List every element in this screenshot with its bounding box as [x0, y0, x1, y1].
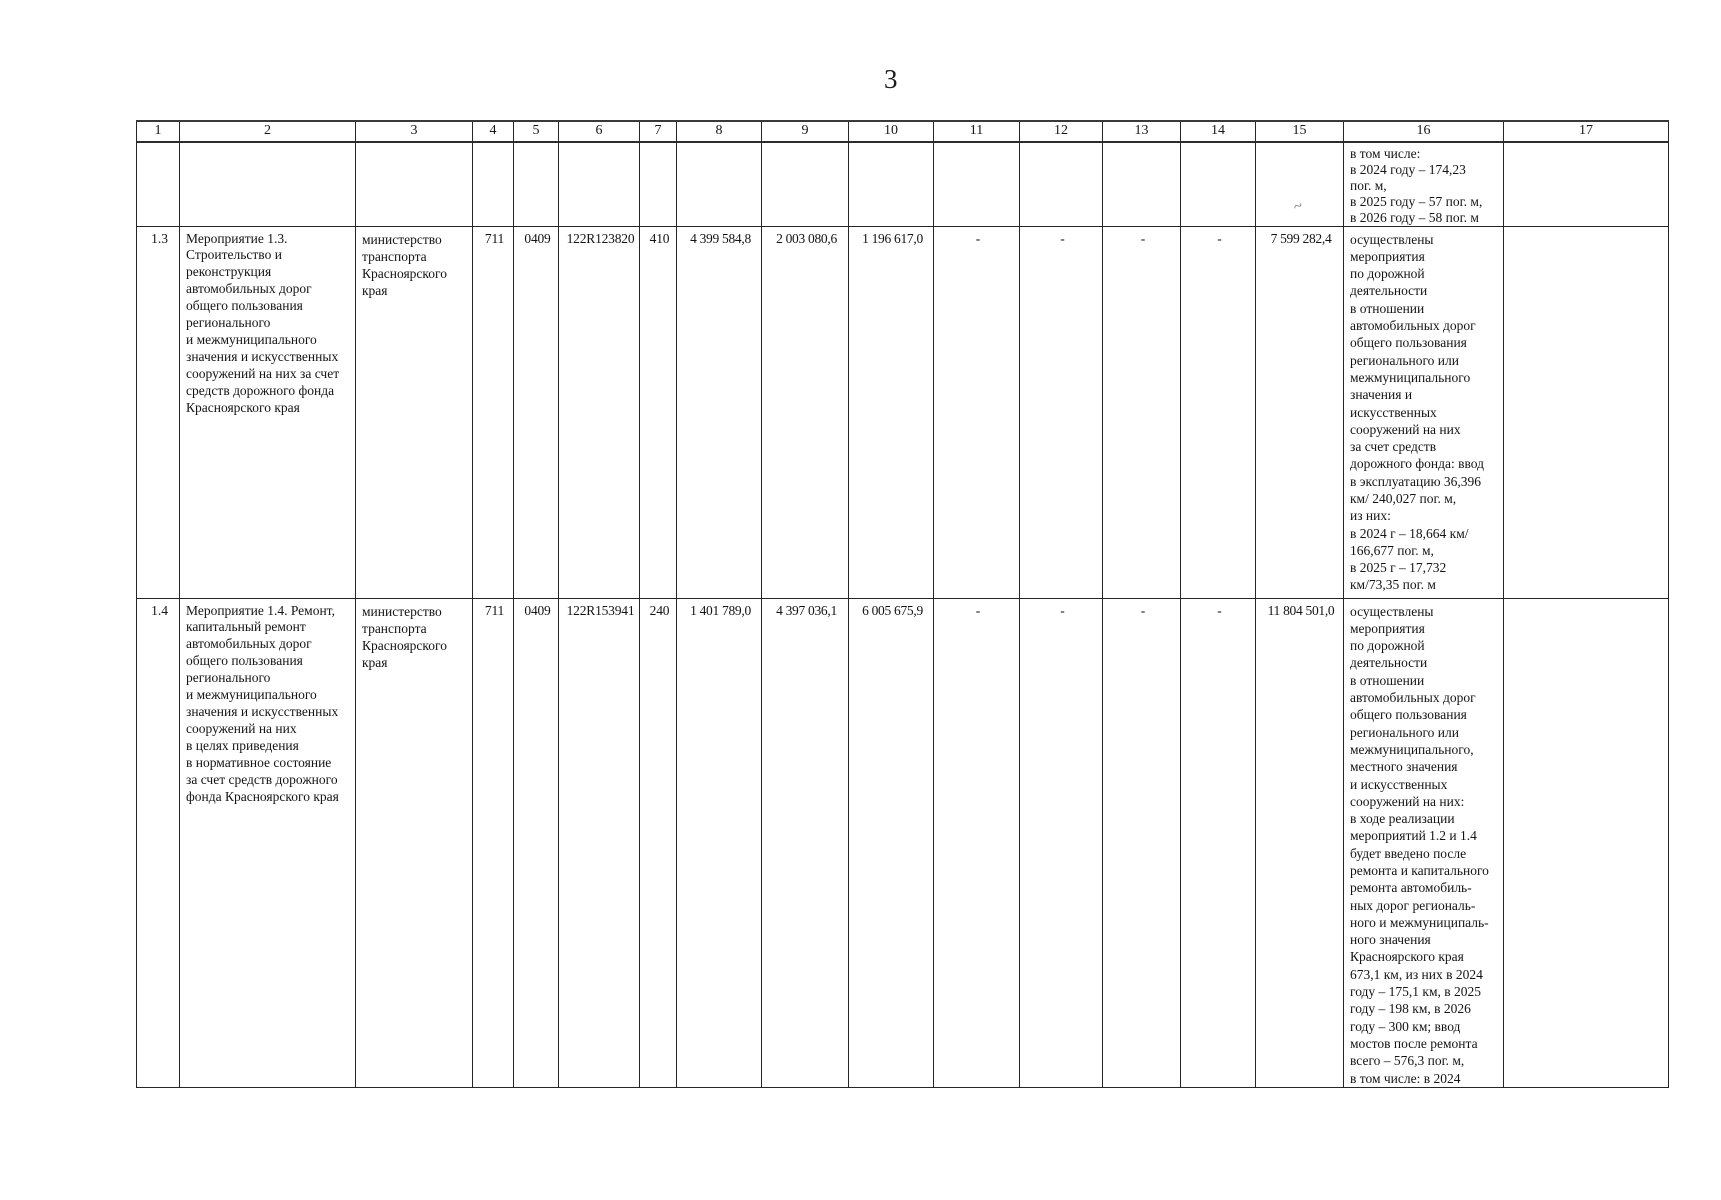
carryover-row: в том числе: в 2024 году – 174,23 пог. м…: [136, 141, 1669, 227]
cell-empty: [1255, 141, 1344, 227]
column-header-7: 7: [639, 120, 677, 143]
cell-row-number: 1.3: [136, 225, 180, 599]
cell-empty: [513, 141, 559, 227]
cell-amount: 2 003 080,6: [761, 225, 849, 599]
program-measures-table: 1 2 3 4 5 6 7 8 9 10 11 12 13 14 15 16 1…: [136, 120, 1669, 1088]
table-row-measure-1-3: 1.3 Мероприятие 1.3. Строительство и рек…: [136, 225, 1669, 599]
cell-executor: министерство транспорта Красноярского кр…: [355, 225, 473, 599]
column-header-11: 11: [933, 120, 1020, 143]
cell-empty: [1503, 141, 1669, 227]
cell-empty: [136, 141, 180, 227]
column-header-6: 6: [558, 120, 640, 143]
cell-empty: [1180, 141, 1256, 227]
cell-code: 711: [472, 225, 514, 599]
cell-code: 410: [639, 225, 677, 599]
table-row-measure-1-4: 1.4 Мероприятие 1.4. Ремонт, капитальный…: [136, 597, 1669, 1088]
cell-total-amount: 7 599 282,4: [1255, 225, 1344, 599]
cell-code: 122R123820: [558, 225, 640, 599]
cell-amount: 4 399 584,8: [676, 225, 762, 599]
table-header-row: 1 2 3 4 5 6 7 8 9 10 11 12 13 14 15 16 1…: [136, 120, 1669, 143]
cell-code: 0409: [513, 225, 559, 599]
cell-dash: -: [1102, 225, 1181, 599]
column-header-3: 3: [355, 120, 473, 143]
page-number: 3: [884, 64, 898, 94]
cell-empty: [355, 141, 473, 227]
cell-dash: -: [933, 225, 1020, 599]
column-header-4: 4: [472, 120, 514, 143]
cell-amount: 6 005 675,9: [848, 597, 934, 1088]
cell-dash: -: [933, 597, 1020, 1088]
cell-dash: -: [1019, 225, 1103, 599]
cell-total-amount: 11 804 501,0: [1255, 597, 1344, 1088]
cell-empty: [472, 141, 514, 227]
column-header-5: 5: [513, 120, 559, 143]
cell-measure-name: Мероприятие 1.3. Строительство и реконст…: [179, 225, 356, 599]
cell-empty: [558, 141, 640, 227]
cell-dash: -: [1180, 597, 1256, 1088]
cell-code: 240: [639, 597, 677, 1088]
cell-expected-result: осуществлены мероприятия по дорожной дея…: [1343, 597, 1504, 1088]
cell-empty: [1503, 597, 1669, 1088]
column-header-14: 14: [1180, 120, 1256, 143]
column-header-12: 12: [1019, 120, 1103, 143]
column-header-9: 9: [761, 120, 849, 143]
cell-empty: [1019, 141, 1103, 227]
cell-code: 711: [472, 597, 514, 1088]
cell-empty: [676, 141, 762, 227]
cell-measure-name: Мероприятие 1.4. Ремонт, капитальный рем…: [179, 597, 356, 1088]
cell-expected-result-continued: в том числе: в 2024 году – 174,23 пог. м…: [1343, 141, 1504, 227]
column-header-15: 15: [1255, 120, 1344, 143]
column-header-8: 8: [676, 120, 762, 143]
column-header-1: 1: [136, 120, 180, 143]
cell-row-number: 1.4: [136, 597, 180, 1088]
cell-empty: [1102, 141, 1181, 227]
cell-code: 122R153941: [558, 597, 640, 1088]
column-header-2: 2: [179, 120, 356, 143]
cell-empty: [639, 141, 677, 227]
column-header-10: 10: [848, 120, 934, 143]
cell-dash: -: [1102, 597, 1181, 1088]
cell-dash: -: [1019, 597, 1103, 1088]
cell-amount: 4 397 036,1: [761, 597, 849, 1088]
cell-empty: [933, 141, 1020, 227]
column-header-13: 13: [1102, 120, 1181, 143]
cell-executor: министерство транспорта Красноярского кр…: [355, 597, 473, 1088]
column-header-17: 17: [1503, 120, 1669, 143]
cell-empty: [848, 141, 934, 227]
cell-code: 0409: [513, 597, 559, 1088]
cell-amount: 1 196 617,0: [848, 225, 934, 599]
cell-empty: [179, 141, 356, 227]
cell-dash: -: [1180, 225, 1256, 599]
cell-empty: [1503, 225, 1669, 599]
cell-amount: 1 401 789,0: [676, 597, 762, 1088]
cell-expected-result: осуществлены мероприятия по дорожной дея…: [1343, 225, 1504, 599]
column-header-16: 16: [1343, 120, 1504, 143]
cell-empty: [761, 141, 849, 227]
